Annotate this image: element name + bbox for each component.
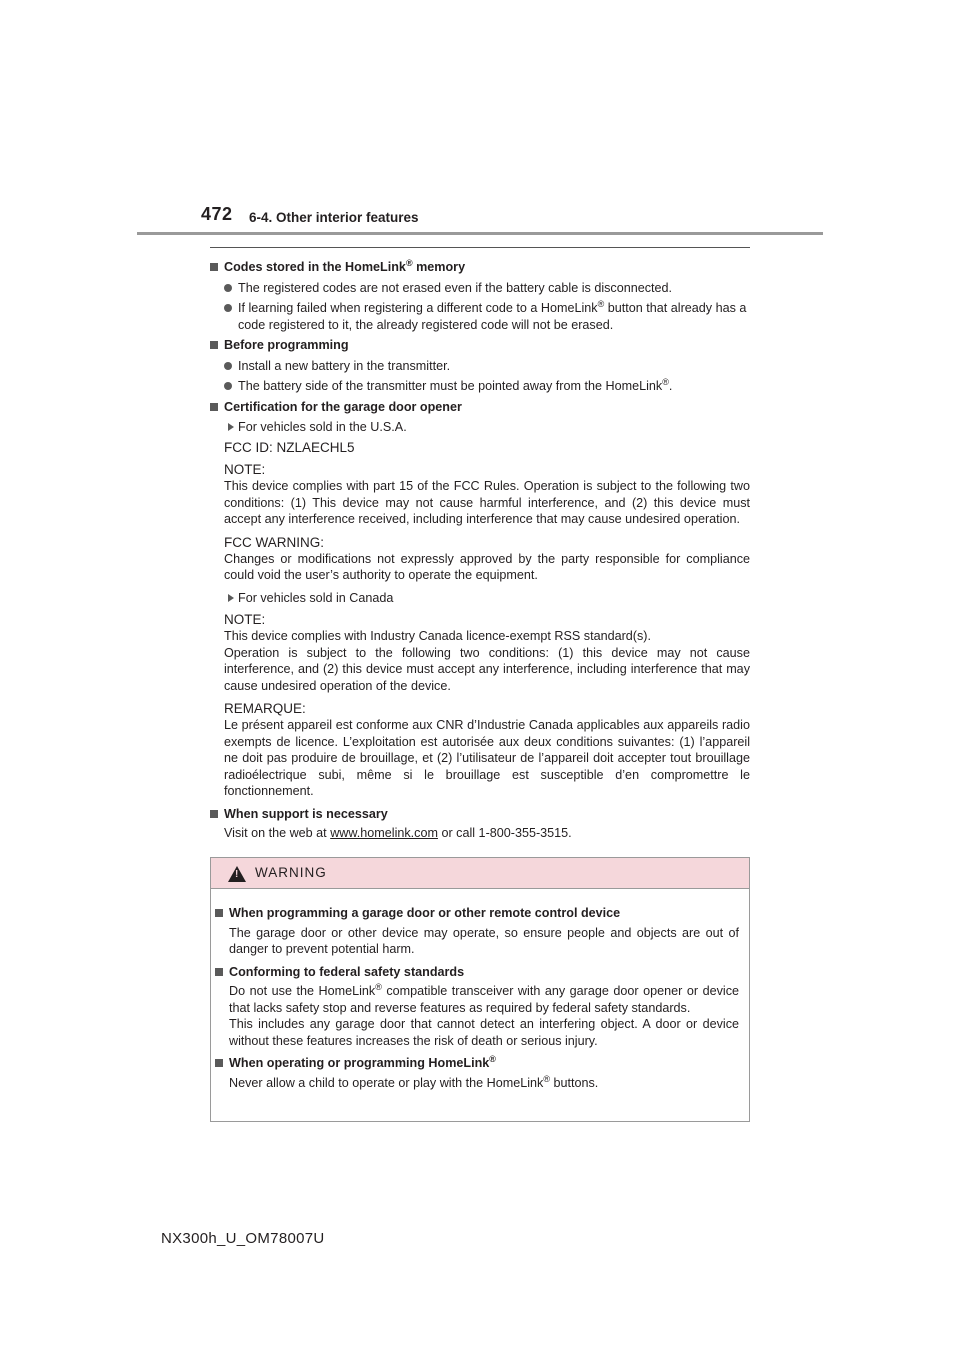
square-bullet-icon (210, 263, 218, 271)
warning-heading-operating: When operating or programming HomeLink® (215, 1054, 739, 1072)
square-bullet-icon (215, 909, 223, 917)
main-content: Codes stored in the HomeLink® memory The… (210, 256, 750, 845)
square-bullet-icon (210, 809, 218, 818)
homelink-link[interactable]: www.homelink.com (330, 826, 438, 840)
support-text: Visit on the web at www.homelink.com or … (224, 826, 572, 840)
list-item: If learning failed when registering a di… (210, 299, 750, 333)
warning-triangle-icon (228, 866, 246, 882)
fcc-note: NOTE: This device complies with part 15 o… (224, 462, 750, 526)
triangle-bullet-icon (228, 423, 234, 431)
section-title: 6-4. Other interior features (249, 210, 419, 225)
canada-remarque: REMARQUE: Le présent appareil est conform… (224, 701, 750, 798)
warning-heading-federal: Conforming to federal safety standards (215, 964, 739, 981)
model-code: NX300h_U_OM78007U (161, 1230, 325, 1247)
round-bullet-icon (224, 361, 232, 370)
fcc-id: FCC ID: NZLAECHL5 (224, 439, 355, 455)
fcc-warning: FCC WARNING: Changes or modifications not… (224, 534, 750, 583)
warning-box: WARNING When programming a garage door o… (210, 857, 750, 1122)
warning-heading-programming: When programming a garage door or other … (215, 905, 739, 922)
round-bullet-icon (224, 382, 232, 390)
section-heading-certification: Certification for the garage door opener (210, 399, 750, 416)
sub-item-usa: For vehicles sold in the U.S.A. (210, 419, 750, 436)
sub-item-canada: For vehicles sold in Canada (210, 590, 750, 607)
square-bullet-icon (215, 1059, 223, 1067)
triangle-bullet-icon (228, 593, 234, 602)
round-bullet-icon (224, 304, 232, 312)
round-bullet-icon (224, 283, 232, 292)
page-header: 472 6-4. Other interior features (0, 0, 960, 240)
warning-body: When programming a garage door or other … (211, 889, 749, 1091)
list-item: Install a new battery in the transmitter… (210, 358, 750, 375)
warning-header: WARNING (211, 858, 749, 889)
warning-text-operating: Never allow a child to operate or play w… (229, 1073, 599, 1090)
page-number: 472 (201, 204, 233, 224)
list-item: The registered codes are not erased even… (210, 280, 750, 297)
warning-text-programming: The garage door or other device may oper… (229, 925, 739, 957)
warning-title: WARNING (255, 865, 327, 880)
canada-note: NOTE: This device complies with Industry … (224, 612, 750, 693)
section-heading-before-programming: Before programming (210, 337, 750, 354)
square-bullet-icon (210, 402, 218, 411)
section-heading-codes-stored: Codes stored in the HomeLink® memory (210, 258, 750, 276)
list-item: The battery side of the transmitter must… (210, 377, 750, 395)
content-rule (210, 247, 750, 248)
header-rule (137, 232, 823, 235)
warning-text-federal: Do not use the HomeLink® compatible tran… (229, 981, 739, 1048)
section-heading-support: When support is necessary (210, 806, 750, 823)
square-bullet-icon (210, 341, 218, 349)
square-bullet-icon (215, 967, 223, 976)
